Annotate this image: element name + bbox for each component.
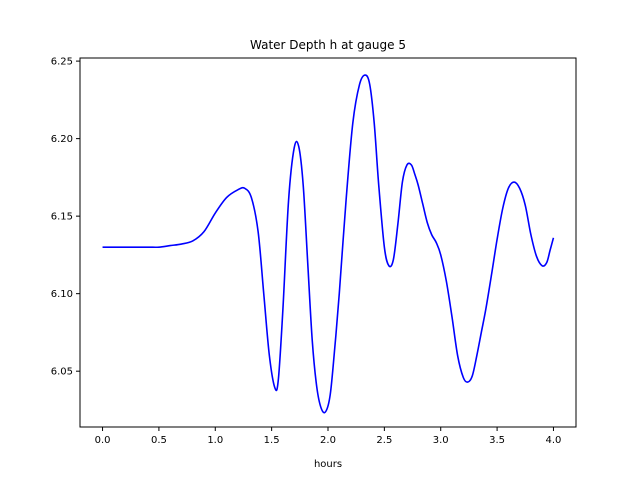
y-tick-label: 6.20: [51, 134, 73, 145]
x-tick-label: 0.5: [151, 435, 167, 446]
x-tick-label: 3.0: [433, 435, 449, 446]
y-tick-label: 6.05: [51, 367, 73, 378]
series-line-0: [102, 74, 555, 414]
x-tick-label: 2.0: [320, 435, 336, 446]
x-tick-label: 3.5: [489, 435, 505, 446]
x-axis-label: hours: [314, 459, 342, 470]
x-tick-label: 2.5: [376, 435, 392, 446]
x-tick-label: 0.0: [95, 435, 111, 446]
chart-title: Water Depth h at gauge 5: [250, 38, 406, 52]
y-axis: 6.05 6.10 6.15 6.20 6.25: [51, 57, 80, 378]
x-tick-label: 1.5: [264, 435, 280, 446]
plot-layer: [102, 74, 555, 414]
x-axis: 0.0 0.5 1.0 1.5 2.0 2.5 3.0 3.5 4.0: [95, 427, 562, 446]
y-tick-label: 6.25: [51, 57, 73, 68]
x-tick-label: 4.0: [546, 435, 562, 446]
y-tick-label: 6.10: [51, 289, 73, 300]
y-tick-label: 6.15: [51, 212, 73, 223]
x-tick-label: 1.0: [207, 435, 223, 446]
